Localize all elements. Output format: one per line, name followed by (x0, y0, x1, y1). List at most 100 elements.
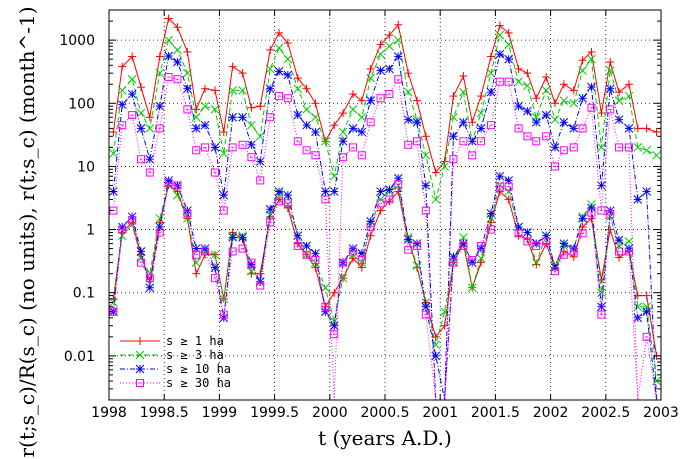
data-point (569, 98, 579, 108)
data-point (247, 260, 256, 269)
x-tick-label: 2000 (312, 405, 348, 421)
data-point (624, 80, 633, 89)
data-point (642, 332, 651, 341)
data-point (247, 120, 256, 130)
x-tick-label: 1998 (91, 405, 127, 421)
data-point (476, 108, 486, 118)
y-tick-label: 0.01 (64, 349, 95, 365)
series-1 (109, 30, 661, 204)
data-point (413, 137, 422, 146)
data-point (532, 137, 541, 146)
data-point (587, 54, 596, 64)
data-point (275, 92, 284, 101)
data-point (459, 241, 468, 250)
data-point (321, 136, 330, 146)
data-point (109, 149, 118, 158)
series-7 (109, 178, 658, 401)
data-point (569, 252, 578, 261)
x-tick-label: 1999.5 (250, 405, 299, 421)
data-point (504, 54, 514, 64)
data-point (183, 209, 192, 218)
data-point (532, 94, 541, 103)
x-tick-label: 2001.5 (471, 405, 520, 421)
data-point (550, 143, 560, 152)
data-point (136, 124, 146, 133)
data-point (403, 234, 413, 244)
data-point (468, 118, 477, 127)
data-point (431, 168, 440, 177)
data-point (476, 124, 486, 133)
data-point (228, 247, 237, 256)
data-point (256, 102, 265, 111)
data-point (440, 157, 449, 166)
data-point (624, 247, 633, 256)
data-point (201, 143, 210, 152)
data-point (551, 162, 560, 171)
data-point (476, 254, 486, 263)
x-tick-label: 2002.5 (581, 405, 630, 421)
data-point (228, 86, 238, 95)
data-point (247, 258, 256, 267)
data-point (238, 86, 247, 95)
data-point (329, 187, 339, 196)
data-point (541, 86, 551, 95)
data-point (247, 153, 256, 162)
data-point (569, 124, 579, 133)
data-point (633, 195, 643, 204)
data-point (504, 28, 513, 37)
data-point (449, 92, 458, 101)
data-point (431, 332, 440, 341)
data-point (642, 124, 651, 133)
data-point (329, 171, 339, 181)
data-point (321, 187, 330, 196)
data-point (642, 187, 652, 196)
data-point (587, 208, 596, 217)
series-line (112, 17, 657, 174)
data-point (412, 117, 422, 127)
data-point (191, 124, 201, 133)
data-point (542, 132, 551, 141)
data-point (486, 87, 496, 97)
data-point (440, 321, 449, 330)
data-point (283, 94, 292, 103)
data-point (173, 45, 182, 55)
data-point (614, 96, 624, 106)
y-tick-label: 1000 (59, 33, 95, 49)
data-point (440, 307, 449, 317)
data-point (394, 187, 403, 196)
data-point (569, 247, 578, 256)
data-point (210, 105, 220, 114)
data-point (633, 124, 642, 133)
legend-marker (136, 337, 144, 345)
series-line (112, 184, 658, 356)
series-2 (109, 49, 658, 401)
x-axis-title: t (years A.D.) (318, 426, 452, 450)
data-point (164, 35, 173, 45)
data-point (431, 351, 441, 361)
data-point (210, 263, 220, 272)
data-point (366, 73, 376, 83)
data-point (283, 39, 292, 48)
data-point (605, 84, 615, 94)
data-point (302, 241, 311, 251)
data-point (559, 96, 569, 106)
data-point (587, 203, 596, 213)
data-point (615, 88, 624, 97)
data-point (504, 187, 514, 196)
data-point (403, 87, 413, 97)
x-tick-label: 2003 (643, 405, 679, 421)
data-point (136, 108, 146, 118)
data-point (302, 105, 311, 114)
legend-label: s ≥ 1 ha (166, 334, 224, 348)
data-point (440, 162, 449, 171)
data-point (514, 77, 523, 87)
data-point (247, 140, 256, 150)
series-0 (109, 14, 661, 177)
data-point (393, 35, 403, 45)
data-point (531, 239, 541, 248)
data-point (321, 302, 330, 311)
data-point (404, 140, 413, 149)
data-point (495, 187, 504, 196)
data-point (118, 121, 127, 130)
data-point (385, 197, 394, 206)
